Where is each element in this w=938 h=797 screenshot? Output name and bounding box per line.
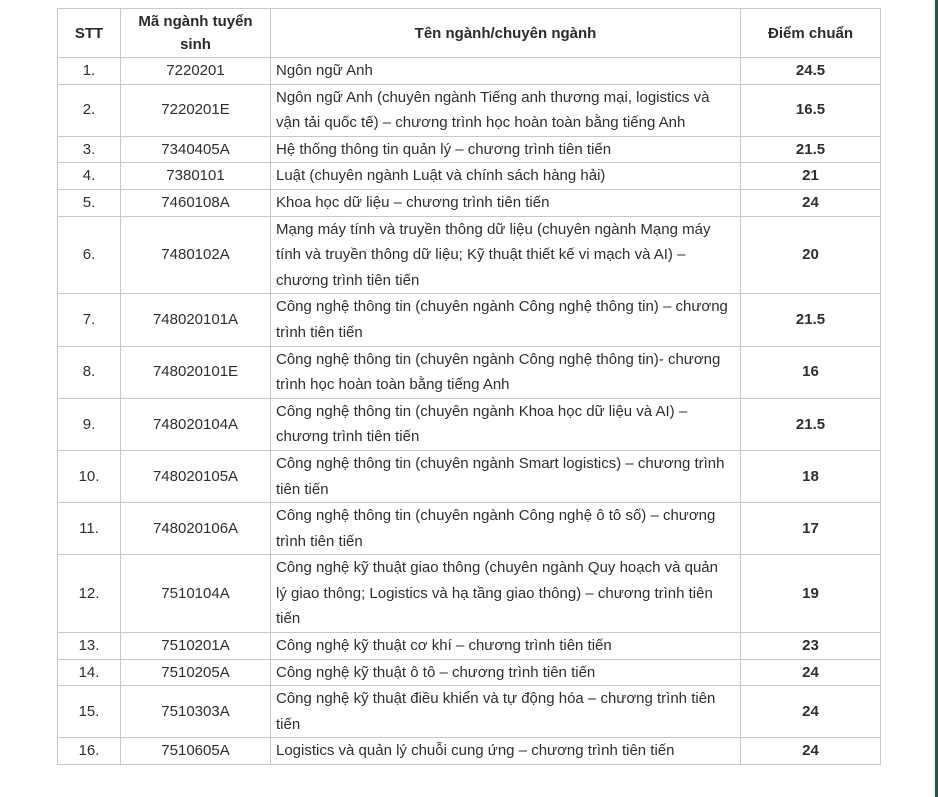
cell-score: 21.5 — [740, 293, 881, 347]
cell-stt: 5. — [57, 188, 121, 217]
cell-score: 24.5 — [740, 57, 881, 85]
table-row: 11. 748020106A Công nghệ thông tin (chuyên… — [57, 502, 881, 556]
cell-code: 7460108A — [120, 188, 271, 217]
cell-code: 748020104A — [120, 397, 271, 451]
cell-score: 23 — [740, 632, 881, 660]
cell-score: 21.5 — [740, 135, 881, 164]
table-row: 9. 748020104A Công nghệ thông tin (chuyên … — [57, 397, 881, 451]
cell-code: 748020101A — [120, 293, 271, 347]
cell-code: 7510201A — [120, 632, 271, 660]
column-header-code: Mã ngành tuyển sinh — [120, 8, 271, 58]
cell-code: 748020106A — [120, 502, 271, 556]
cell-stt: 7. — [57, 293, 121, 347]
cell-score: 24 — [740, 658, 881, 687]
table-row: 10. 748020105A Công nghệ thông tin (chuyên… — [57, 449, 881, 504]
table-row: 2. 7220201E Ngôn ngữ Anh (chuyên ngành Tiế… — [57, 83, 881, 137]
cell-name: Công nghệ kỹ thuật cơ khí – chương trình… — [270, 632, 741, 660]
table-header-row: STT Mã ngành tuyển sinh Tên ngành/chuyên… — [57, 8, 881, 58]
cell-name: Ngôn ngữ Anh — [270, 57, 741, 85]
cell-name: Công nghệ thông tin (chuyên ngành Smart … — [270, 449, 741, 504]
cell-code: 7510303A — [120, 685, 271, 739]
cell-name: Logistics và quản lý chuỗi cung ứng – ch… — [270, 737, 741, 766]
table-row: 5. 7460108A Khoa học dữ liệu – chương trìn… — [57, 188, 881, 217]
page-edge-accent-dark — [935, 0, 938, 797]
cell-name: Công nghệ kỹ thuật ô tô – chương trình t… — [270, 658, 741, 687]
cell-score: 16.5 — [740, 83, 881, 137]
table-row: 12. 7510104A Công nghệ kỹ thuật giao thông… — [57, 554, 881, 634]
cell-name: Công nghệ thông tin (chuyên ngành Công n… — [270, 502, 741, 556]
cell-code: 7510205A — [120, 658, 271, 687]
cell-code: 7380101 — [120, 162, 271, 190]
cell-code: 7480102A — [120, 215, 271, 295]
cell-name: Luật (chuyên ngành Luật và chính sách hà… — [270, 162, 741, 190]
cell-stt: 15. — [57, 685, 121, 739]
cell-code: 7340405A — [120, 135, 271, 164]
cell-score: 24 — [740, 737, 881, 766]
table-row: 15. 7510303A Công nghệ kỹ thuật điều khiển… — [57, 685, 881, 739]
cell-score: 20 — [740, 215, 881, 295]
cell-score: 17 — [740, 502, 881, 556]
cell-code: 7220201 — [120, 57, 271, 85]
cell-stt: 13. — [57, 632, 121, 660]
cell-name: Công nghệ kỹ thuật điều khiển và tự động… — [270, 685, 741, 739]
cell-name: Khoa học dữ liệu – chương trình tiên tiế… — [270, 188, 741, 217]
cell-stt: 10. — [57, 449, 121, 504]
cell-score: 18 — [740, 449, 881, 504]
cell-stt: 4. — [57, 162, 121, 190]
cell-stt: 3. — [57, 135, 121, 164]
table-row: 6. 7480102A Mạng máy tính và truyền thông … — [57, 215, 881, 295]
table-row: 14. 7510205A Công nghệ kỹ thuật ô tô – chư… — [57, 658, 881, 687]
cell-name: Công nghệ kỹ thuật giao thông (chuyên ng… — [270, 554, 741, 634]
cell-name: Ngôn ngữ Anh (chuyên ngành Tiếng anh thư… — [270, 83, 741, 137]
cell-score: 16 — [740, 345, 881, 399]
table-row: 3. 7340405A Hệ thống thông tin quản lý – c… — [57, 135, 881, 164]
table-body: 1. 7220201 Ngôn ngữ Anh 24.5 2. 7220201E Ngôn … — [57, 57, 881, 766]
cell-stt: 6. — [57, 215, 121, 295]
cell-stt: 11. — [57, 502, 121, 556]
cell-code: 7220201E — [120, 83, 271, 137]
cell-code: 748020101E — [120, 345, 271, 399]
cell-score: 21.5 — [740, 397, 881, 451]
cell-score: 24 — [740, 685, 881, 739]
cell-score: 21 — [740, 162, 881, 190]
cell-stt: 9. — [57, 397, 121, 451]
cell-stt: 8. — [57, 345, 121, 399]
table-row: 16. 7510605A Logistics và quản lý chuỗi cu… — [57, 737, 881, 766]
admission-scores-table: STT Mã ngành tuyển sinh Tên ngành/chuyên… — [57, 8, 881, 766]
cell-stt: 1. — [57, 57, 121, 85]
cell-score: 19 — [740, 554, 881, 634]
cell-name: Hệ thống thông tin quản lý – chương trìn… — [270, 135, 741, 164]
table-row: 13. 7510201A Công nghệ kỹ thuật cơ khí – c… — [57, 632, 881, 660]
table-row: 8. 748020101E Công nghệ thông tin (chuyên … — [57, 345, 881, 399]
table-row: 1. 7220201 Ngôn ngữ Anh 24.5 — [57, 57, 881, 85]
table-row: 7. 748020101A Công nghệ thông tin (chuyên … — [57, 293, 881, 347]
cell-name: Công nghệ thông tin (chuyên ngành Khoa h… — [270, 397, 741, 451]
column-header-name: Tên ngành/chuyên ngành — [270, 8, 741, 58]
cell-code: 7510605A — [120, 737, 271, 766]
cell-stt: 16. — [57, 737, 121, 766]
cell-stt: 14. — [57, 658, 121, 687]
cell-name: Công nghệ thông tin (chuyên ngành Công n… — [270, 345, 741, 399]
table-row: 4. 7380101 Luật (chuyên ngành Luật và chín… — [57, 162, 881, 190]
column-header-stt: STT — [57, 8, 121, 58]
cell-code: 7510104A — [120, 554, 271, 634]
cell-name: Mạng máy tính và truyền thông dữ liệu (c… — [270, 215, 741, 295]
cell-code: 748020105A — [120, 449, 271, 504]
cell-score: 24 — [740, 188, 881, 217]
cell-stt: 12. — [57, 554, 121, 634]
page-edge-accent-light — [932, 0, 935, 797]
cell-name: Công nghệ thông tin (chuyên ngành Công n… — [270, 293, 741, 347]
cell-stt: 2. — [57, 83, 121, 137]
column-header-score: Điểm chuẩn — [740, 8, 881, 58]
